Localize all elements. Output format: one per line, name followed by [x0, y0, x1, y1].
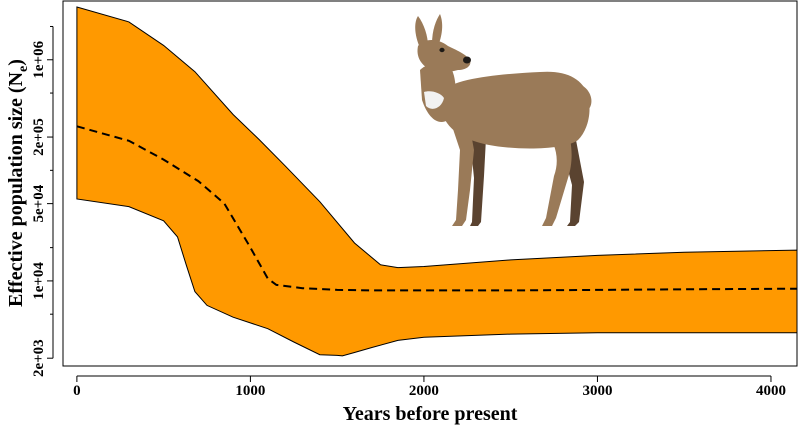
deer-near-front-leg	[452, 126, 474, 226]
deer-left-ear	[415, 16, 428, 48]
x-axis: 0 1000 2000 3000 4000	[73, 375, 786, 399]
y-tick-label: 5e+04	[31, 184, 47, 222]
deer-far-front-leg	[470, 138, 486, 226]
x-tick-label: 1000	[235, 383, 265, 399]
x-tick-label: 2000	[409, 383, 439, 399]
x-tick-label: 4000	[756, 383, 786, 399]
x-axis-title: Years before present	[343, 403, 518, 425]
deer-tail	[582, 86, 592, 110]
roe-deer-illustration	[415, 14, 592, 226]
deer-throat-patch	[424, 91, 444, 109]
x-tick-label: 0	[73, 383, 81, 399]
y-axis: 2e+03 1e+04 5e+04 2e+05 1e+06	[31, 25, 54, 377]
deer-head	[417, 40, 471, 73]
y-axis-title-close: )	[5, 59, 27, 66]
y-tick-label: 1e+04	[31, 262, 47, 300]
y-axis-title: Effective population size (Ne)	[5, 59, 31, 307]
deer-near-hind-leg	[542, 126, 572, 226]
y-axis-title-main: Effective population size (N	[5, 71, 27, 307]
y-tick-label: 2e+03	[31, 339, 47, 377]
y-axis-title-subscript: e	[16, 66, 31, 72]
y-tick-label: 1e+06	[31, 40, 47, 78]
x-tick-label: 3000	[582, 383, 612, 399]
median-line	[76, 125, 797, 292]
deer-eye	[439, 47, 445, 53]
plot-frame	[62, 0, 798, 367]
deer-right-ear	[432, 14, 443, 46]
y-tick-label: 2e+05	[31, 118, 47, 156]
hpd-band	[76, 6, 797, 357]
deer-nose	[463, 56, 471, 64]
plot-area	[76, 6, 797, 357]
